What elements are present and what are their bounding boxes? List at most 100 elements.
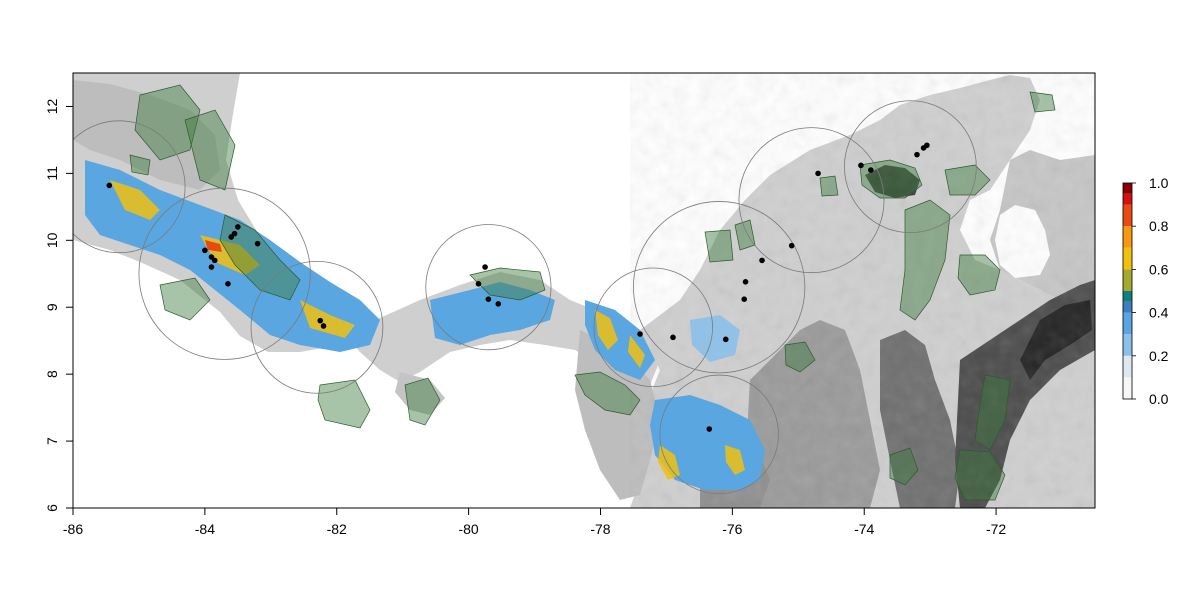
buffer-circle: [425, 224, 552, 351]
buffer-circle: [593, 267, 713, 388]
y-tick-label: 8: [44, 370, 60, 378]
suitability-costa-rica-high: [110, 180, 355, 338]
legend-band: [1123, 355, 1132, 378]
legend-band: [1123, 377, 1132, 399]
legend-tick-label: 0.2: [1149, 348, 1169, 364]
suitability-panama: [430, 282, 555, 345]
protected-area: [704, 229, 734, 263]
protected-area: [184, 109, 236, 191]
occurrence-point: [759, 257, 765, 264]
occurrence-point: [228, 234, 235, 240]
occurrence-point: [868, 167, 874, 173]
suitability-darien-high: [595, 310, 645, 368]
protected-area: [469, 267, 546, 301]
occurrence-point: [914, 151, 920, 158]
legend-colorbar: 0.0 0.2 0.4 0.6 0.8 1.0: [1122, 175, 1169, 407]
protected-area: [574, 371, 641, 416]
legend-band: [1123, 183, 1132, 194]
protected-area: [819, 175, 839, 197]
protected-area: [129, 154, 151, 176]
occurrence-point: [475, 281, 482, 287]
protected-area: [134, 84, 201, 161]
legend-tick-label: 0.0: [1149, 391, 1169, 407]
legend-tick-label: 1.0: [1149, 175, 1169, 191]
x-tick-label: -86: [63, 521, 83, 537]
occurrence-point: [924, 142, 930, 149]
x-tick-label: -76: [722, 521, 742, 537]
occurrence-point: [320, 323, 327, 329]
protected-area: [859, 159, 923, 199]
plot-frame: [72, 72, 1096, 509]
y-tick-label: 6: [44, 504, 60, 512]
y-tick-label: 10: [44, 232, 60, 248]
buffer-circle: [844, 100, 977, 234]
protected-area: [957, 254, 1001, 296]
occurrence-point: [211, 257, 218, 264]
suitability-choco-high: [658, 445, 745, 480]
buffer-circle: [138, 187, 311, 360]
land-nicaragua: [73, 80, 220, 190]
legend-tick-label: 0.8: [1149, 218, 1169, 234]
protected-area: [899, 199, 951, 321]
map-panel: [73, 73, 1095, 508]
occurrence-point: [106, 182, 113, 189]
occurrence-point: [670, 334, 676, 341]
buffer-circle: [659, 374, 779, 495]
legend-tick-label: 0.4: [1149, 305, 1169, 321]
occurrence-point: [637, 331, 643, 337]
x-tick-label: -74: [854, 521, 874, 537]
protected-area: [974, 374, 1011, 451]
y-tick-label: 12: [44, 98, 60, 114]
occurrence-point: [706, 426, 713, 432]
y-axis: 6 7 8 9 10 11 12: [44, 98, 73, 512]
x-axis: -86 -84 -82 -80 -78 -76 -74 -72: [63, 508, 1006, 537]
protected-area: [734, 219, 756, 251]
x-tick-label: -82: [327, 521, 347, 537]
buffer-circle: [738, 127, 885, 274]
occurrence-point: [235, 224, 241, 230]
occurrence-point: [208, 264, 215, 270]
y-tick-label: 7: [44, 437, 60, 445]
legend-band: [1123, 291, 1132, 302]
buffer-circle: [633, 201, 806, 374]
suitability-layer: [85, 160, 765, 490]
legend-band: [1123, 312, 1132, 335]
occurrence-point: [742, 279, 749, 285]
occurrence-point: [225, 281, 231, 287]
protected-area: [784, 341, 816, 373]
occurrence-point: [815, 170, 821, 177]
x-tick-label: -80: [458, 521, 478, 537]
protected-area: [944, 164, 991, 196]
legend-band: [1123, 269, 1132, 291]
occurrence-point: [495, 301, 502, 307]
protected-area: [159, 277, 211, 321]
occurrence-point: [788, 242, 795, 249]
protected-area: [219, 214, 301, 301]
suitability-uraba: [690, 315, 740, 362]
protected-area: [1029, 91, 1056, 113]
protected-area: [889, 447, 919, 486]
legend-frame: [1122, 182, 1133, 400]
legend-band: [1123, 204, 1132, 227]
occurrence-point: [254, 240, 261, 247]
x-tick-label: -72: [986, 521, 1006, 537]
x-tick-label: -78: [590, 521, 610, 537]
occurrence-point: [722, 336, 729, 343]
suitability-costa-rica-peak: [205, 240, 222, 252]
occurrence-point: [858, 162, 864, 169]
x-tick-label: -84: [195, 521, 215, 537]
protected-area-layer: [129, 84, 1056, 501]
legend-band: [1123, 193, 1132, 205]
occurrence-points: [106, 142, 930, 432]
protected-area: [404, 377, 441, 426]
legend-band: [1123, 334, 1132, 356]
occurrence-point: [202, 247, 208, 254]
legend-band: [1123, 247, 1132, 270]
occurrence-point: [317, 317, 324, 324]
legend-band: [1123, 301, 1132, 313]
occurrence-point: [482, 264, 488, 270]
legend-band: [1123, 226, 1132, 248]
protected-area: [954, 449, 1006, 501]
y-tick-label: 9: [44, 303, 60, 311]
